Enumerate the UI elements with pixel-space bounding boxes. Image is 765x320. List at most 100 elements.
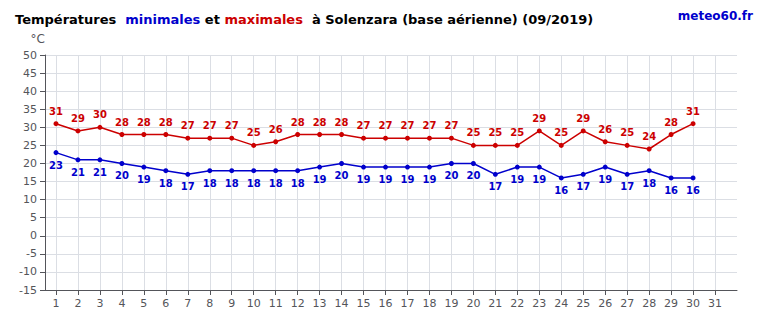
svg-text:28: 28 bbox=[335, 117, 349, 128]
svg-text:12: 12 bbox=[291, 297, 305, 310]
svg-text:40: 40 bbox=[23, 85, 37, 98]
svg-text:31: 31 bbox=[49, 106, 63, 117]
svg-text:20: 20 bbox=[466, 297, 480, 310]
svg-text:29: 29 bbox=[71, 113, 85, 124]
svg-text:-15: -15 bbox=[19, 284, 37, 297]
svg-text:28: 28 bbox=[115, 117, 129, 128]
svg-text:17: 17 bbox=[620, 181, 634, 192]
svg-text:minimales: minimales bbox=[125, 12, 200, 27]
svg-text:16: 16 bbox=[379, 297, 393, 310]
svg-text:26: 26 bbox=[598, 297, 612, 310]
svg-text:26: 26 bbox=[598, 124, 612, 135]
svg-text:31: 31 bbox=[708, 297, 722, 310]
svg-text:45: 45 bbox=[23, 67, 37, 80]
svg-text:19: 19 bbox=[532, 174, 546, 185]
svg-text:9: 9 bbox=[228, 297, 235, 310]
svg-text:25: 25 bbox=[554, 127, 568, 138]
svg-text:18: 18 bbox=[642, 178, 656, 189]
svg-text:25: 25 bbox=[247, 127, 261, 138]
svg-text:17: 17 bbox=[488, 181, 502, 192]
svg-text:21: 21 bbox=[71, 167, 85, 178]
svg-text:20: 20 bbox=[23, 157, 37, 170]
svg-text:25: 25 bbox=[23, 139, 37, 152]
svg-text:5: 5 bbox=[30, 211, 37, 224]
svg-text:18: 18 bbox=[422, 297, 436, 310]
svg-text:15: 15 bbox=[357, 297, 371, 310]
svg-text:17: 17 bbox=[576, 181, 590, 192]
svg-text:28: 28 bbox=[313, 117, 327, 128]
svg-text:18: 18 bbox=[203, 178, 217, 189]
svg-text:10: 10 bbox=[247, 297, 261, 310]
svg-text:11: 11 bbox=[269, 297, 283, 310]
svg-text:27: 27 bbox=[203, 120, 217, 131]
svg-text:24: 24 bbox=[642, 131, 656, 142]
svg-text:27: 27 bbox=[181, 120, 195, 131]
svg-text:21: 21 bbox=[93, 167, 107, 178]
svg-text:24: 24 bbox=[554, 297, 568, 310]
svg-text:20: 20 bbox=[335, 170, 349, 181]
svg-text:27: 27 bbox=[379, 120, 393, 131]
svg-text:28: 28 bbox=[664, 117, 678, 128]
svg-text:23: 23 bbox=[532, 297, 546, 310]
svg-text:20: 20 bbox=[444, 170, 458, 181]
svg-text:19: 19 bbox=[401, 174, 415, 185]
svg-text:20: 20 bbox=[115, 170, 129, 181]
svg-text:15: 15 bbox=[23, 175, 37, 188]
svg-text:et: et bbox=[200, 12, 224, 27]
svg-text:19: 19 bbox=[137, 174, 151, 185]
svg-text:23: 23 bbox=[49, 160, 63, 171]
svg-text:13: 13 bbox=[313, 297, 327, 310]
svg-text:35: 35 bbox=[23, 103, 37, 116]
svg-text:4: 4 bbox=[118, 297, 125, 310]
svg-text:25: 25 bbox=[466, 127, 480, 138]
svg-text:19: 19 bbox=[357, 174, 371, 185]
svg-text:27: 27 bbox=[620, 297, 634, 310]
svg-text:19: 19 bbox=[444, 297, 458, 310]
svg-text:18: 18 bbox=[269, 178, 283, 189]
svg-text:meteo60.fr: meteo60.fr bbox=[678, 9, 753, 23]
svg-text:28: 28 bbox=[137, 117, 151, 128]
svg-text:19: 19 bbox=[422, 174, 436, 185]
svg-text:3: 3 bbox=[96, 297, 103, 310]
svg-text:16: 16 bbox=[554, 185, 568, 196]
svg-text:maximales: maximales bbox=[224, 12, 303, 27]
svg-text:10: 10 bbox=[23, 193, 37, 206]
svg-text:1: 1 bbox=[52, 297, 59, 310]
svg-text:18: 18 bbox=[291, 178, 305, 189]
svg-text:25: 25 bbox=[576, 297, 590, 310]
svg-text:17: 17 bbox=[181, 181, 195, 192]
svg-text:25: 25 bbox=[620, 127, 634, 138]
svg-text:25: 25 bbox=[510, 127, 524, 138]
svg-text:17: 17 bbox=[400, 297, 414, 310]
svg-text:Températures: Températures bbox=[15, 12, 125, 27]
svg-text:30: 30 bbox=[686, 297, 700, 310]
svg-text:18: 18 bbox=[247, 178, 261, 189]
svg-text:27: 27 bbox=[401, 120, 415, 131]
svg-text:30: 30 bbox=[23, 121, 37, 134]
svg-text:19: 19 bbox=[510, 174, 524, 185]
svg-text:31: 31 bbox=[686, 106, 700, 117]
svg-text:0: 0 bbox=[30, 229, 37, 242]
svg-text:6: 6 bbox=[162, 297, 169, 310]
svg-text:25: 25 bbox=[488, 127, 502, 138]
svg-text:19: 19 bbox=[598, 174, 612, 185]
svg-text:-5: -5 bbox=[26, 247, 37, 260]
svg-text:27: 27 bbox=[225, 120, 239, 131]
svg-text:19: 19 bbox=[313, 174, 327, 185]
svg-text:°C: °C bbox=[31, 32, 45, 46]
svg-text:à Solenzara (base aérienne) (0: à Solenzara (base aérienne) (09/2019) bbox=[303, 12, 593, 27]
svg-text:19: 19 bbox=[379, 174, 393, 185]
svg-text:2: 2 bbox=[74, 297, 81, 310]
svg-text:27: 27 bbox=[444, 120, 458, 131]
svg-text:16: 16 bbox=[686, 185, 700, 196]
svg-text:28: 28 bbox=[159, 117, 173, 128]
svg-text:-10: -10 bbox=[19, 265, 37, 278]
svg-text:26: 26 bbox=[269, 124, 283, 135]
svg-text:29: 29 bbox=[576, 113, 590, 124]
svg-text:18: 18 bbox=[159, 178, 173, 189]
svg-text:29: 29 bbox=[664, 297, 678, 310]
svg-text:30: 30 bbox=[93, 109, 107, 120]
svg-text:8: 8 bbox=[206, 297, 213, 310]
svg-text:50: 50 bbox=[23, 49, 37, 62]
svg-text:27: 27 bbox=[357, 120, 371, 131]
